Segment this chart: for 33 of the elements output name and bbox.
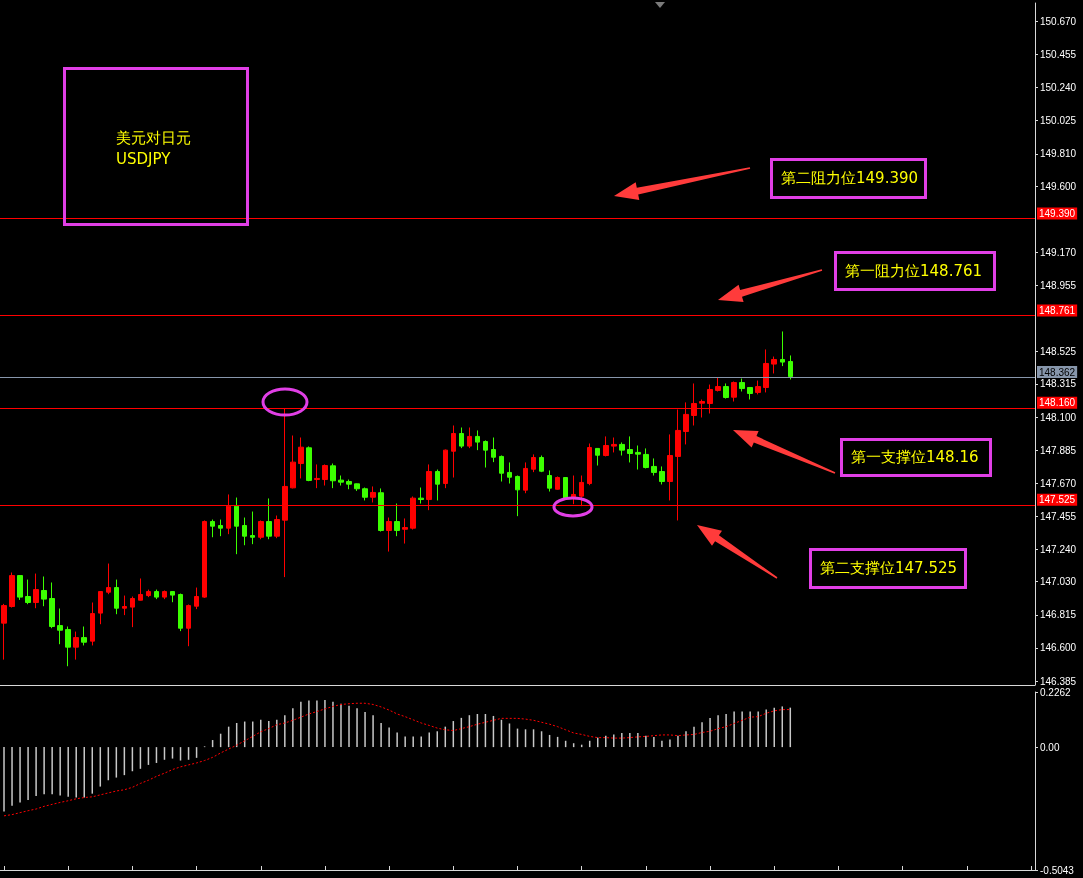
ref-line-label: 148.362 — [1039, 366, 1076, 378]
text: USDJPY — [116, 149, 172, 170]
y-tick-label: -0.5043 — [1040, 864, 1075, 876]
ref-line-label: 149.390 — [1039, 207, 1076, 219]
annotation: 第二支撑位147.525 — [820, 559, 958, 578]
y-tick-label: 0.00 — [1040, 741, 1060, 753]
y-tick-label: 0.2262 — [1040, 686, 1072, 698]
y-tick-label: 148.100 — [1040, 411, 1077, 423]
y-tick-label: 147.885 — [1040, 444, 1077, 456]
text: 美元对日元 — [116, 128, 191, 149]
y-tick-label: 150.670 — [1040, 15, 1077, 27]
annotation: 第二阻力位149.390 — [781, 169, 919, 188]
ref-line-label: 148.160 — [1039, 397, 1076, 409]
y-tick-label: 146.815 — [1040, 609, 1077, 621]
y-tick-label: 148.315 — [1040, 378, 1077, 390]
ref-line-label: 147.525 — [1039, 494, 1076, 506]
y-tick-label: 146.385 — [1040, 675, 1077, 687]
ref-line-label: 148.761 — [1039, 304, 1076, 316]
y-tick-label: 146.600 — [1040, 642, 1077, 654]
y-tick-label: 149.170 — [1040, 246, 1077, 258]
y-tick-label: 149.810 — [1040, 148, 1077, 160]
y-tick-label: 147.240 — [1040, 543, 1077, 555]
y-tick-label: 148.955 — [1040, 279, 1077, 291]
y-tick-label: 149.600 — [1040, 180, 1077, 192]
y-tick-label: 148.525 — [1040, 346, 1077, 358]
y-tick-label: 147.670 — [1040, 477, 1077, 489]
y-tick-label: 150.025 — [1040, 115, 1077, 127]
annotation: 第一阻力位148.761 — [845, 261, 983, 281]
annotation: 第一支撑位148.16 — [851, 448, 979, 467]
y-tick-label: 150.455 — [1040, 49, 1077, 61]
y-tick-label: 150.240 — [1040, 82, 1077, 94]
y-tick-label: 147.455 — [1040, 510, 1077, 522]
y-tick-label: 147.030 — [1040, 576, 1077, 588]
